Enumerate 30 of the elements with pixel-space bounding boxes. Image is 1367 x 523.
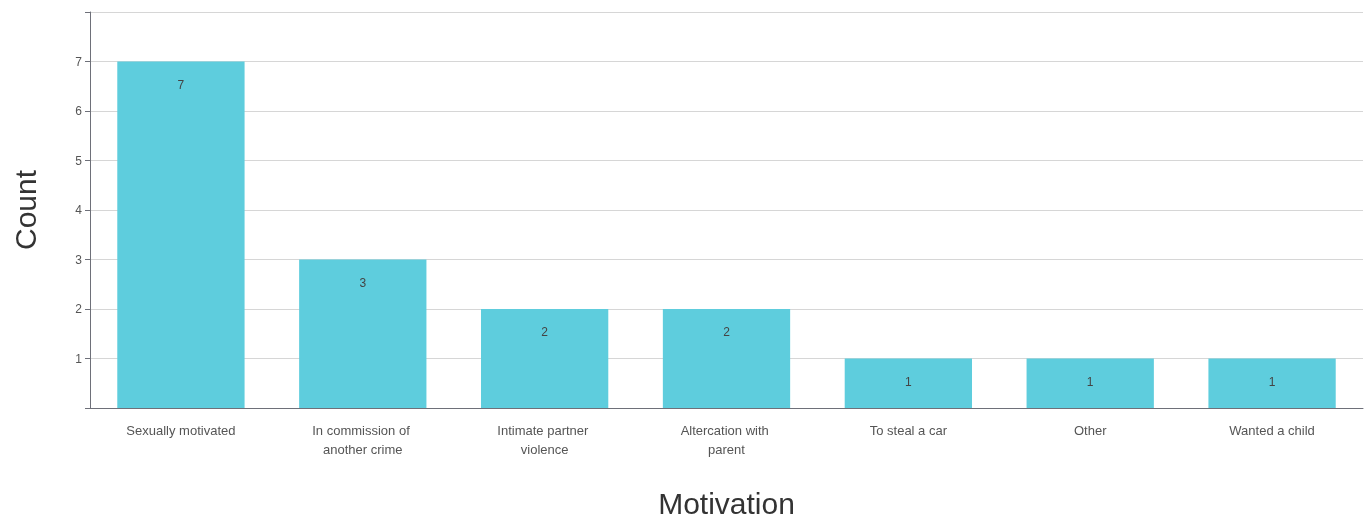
x-tick-label: Intimate partner violence bbox=[497, 423, 592, 457]
data-label: 7 bbox=[177, 77, 185, 92]
y-tick-label: 6 bbox=[75, 104, 83, 118]
y-tick-label: 7 bbox=[75, 54, 83, 69]
data-label: 3 bbox=[359, 275, 367, 290]
x-tick-label: Wanted a child bbox=[1229, 423, 1315, 438]
data-label: 1 bbox=[1268, 374, 1276, 389]
bar bbox=[117, 61, 245, 408]
bar bbox=[1208, 358, 1336, 408]
bar bbox=[1026, 358, 1154, 408]
x-tick-label: Altercation with parent bbox=[680, 423, 773, 457]
x-axis-title: Motivation bbox=[658, 486, 795, 520]
x-tick-label: In commission of another crime bbox=[312, 423, 414, 457]
data-label: 2 bbox=[541, 325, 549, 339]
x-tick-label: To steal a car bbox=[869, 423, 948, 438]
y-tick-label: 5 bbox=[75, 153, 83, 168]
y-tick-label: 1 bbox=[75, 351, 83, 366]
y-axis-title: Count bbox=[8, 169, 42, 251]
data-label: 1 bbox=[1086, 374, 1094, 389]
x-tick-label: Other bbox=[1073, 423, 1108, 438]
y-tick-label: 2 bbox=[75, 302, 83, 316]
bar bbox=[480, 309, 609, 408]
bar bbox=[662, 309, 791, 408]
data-label: 1 bbox=[905, 374, 913, 389]
y-tick-label: 4 bbox=[75, 203, 83, 217]
data-label: 2 bbox=[723, 325, 731, 339]
y-tick-label: 3 bbox=[75, 252, 83, 267]
bar bbox=[299, 259, 427, 408]
x-tick-label: Sexually motivated bbox=[126, 423, 236, 438]
bar bbox=[844, 358, 973, 408]
